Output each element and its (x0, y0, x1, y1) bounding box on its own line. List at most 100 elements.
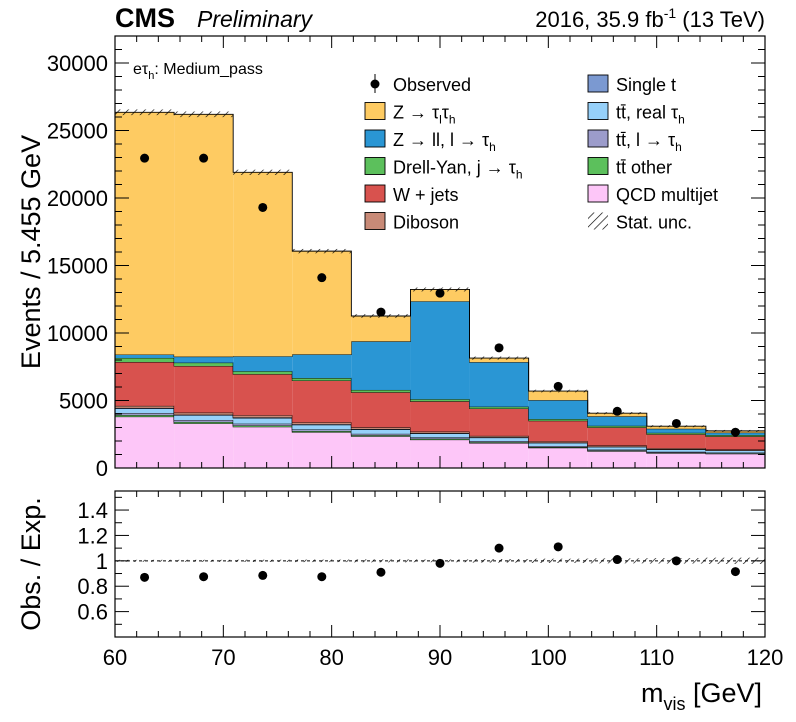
y-tick-label: 20000 (47, 186, 108, 211)
bar-tt_real-5 (410, 433, 470, 438)
ratio-point-9 (671, 556, 681, 566)
bar-wjets-2 (233, 374, 293, 416)
legend-entry-obs: Observed (370, 74, 471, 95)
ratio-unc-band-0 (115, 559, 175, 562)
x-axis-label: mvis [GeV] (641, 678, 762, 714)
legend-label: Observed (393, 75, 471, 95)
bar-wjets-4 (351, 392, 411, 428)
ratio-y-tick-label: 1.4 (77, 498, 108, 523)
bar-ztt-6 (469, 358, 529, 363)
bar-dy_jet-4 (351, 389, 411, 393)
bar-qcd-1 (174, 423, 234, 468)
ratio-point-10 (730, 567, 740, 577)
ratio-y-tick-label: 0.8 (77, 574, 108, 599)
bar-zll-4 (351, 341, 411, 390)
obs-point-9 (671, 418, 681, 428)
lumi-exponent: -1 (664, 5, 677, 21)
lumi-label: 2016, 35.9 fb-1 (13 TeV) (535, 5, 765, 32)
unc-band-0 (115, 109, 175, 116)
bar-tt_other-2 (233, 425, 293, 427)
legend-label: Single t (616, 75, 676, 95)
series-zll (115, 300, 765, 436)
bar-diboson-8 (587, 445, 647, 447)
obs-point-1 (199, 153, 209, 163)
ratio-point-6 (494, 543, 504, 553)
bar-tt_real-6 (469, 437, 529, 442)
legend-entry-single_t: Single t (587, 74, 676, 95)
legend-label: Diboson (393, 213, 459, 233)
bar-qcd-10 (705, 453, 765, 468)
bar-tt_ltau-4 (351, 433, 411, 436)
bar-ztt-7 (528, 391, 588, 401)
bar-wjets-3 (292, 380, 352, 423)
bar-zll-9 (646, 428, 706, 433)
bar-ztt-1 (174, 114, 234, 357)
x-axis-label-unit: [GeV] (685, 678, 762, 708)
bar-ztt-3 (292, 251, 352, 355)
legend-marker (370, 79, 380, 89)
observed-points (140, 153, 740, 437)
unc-band-3 (292, 248, 352, 254)
ratio-y-tick-label: 1.2 (77, 523, 108, 548)
ratio-unc-band-1 (174, 559, 234, 562)
obs-point-2 (258, 202, 268, 212)
category-sub: h (148, 70, 154, 82)
legend-entry-tt_other: tt̄ other (587, 157, 672, 178)
legend-entry-zll: Z → ll, l → τh (364, 129, 496, 154)
legend-swatch (587, 74, 609, 93)
bar-tt_ltau-6 (469, 441, 529, 443)
bar-zll-0 (115, 354, 175, 358)
bar-dy_jet-9 (646, 432, 706, 435)
ratio-points (140, 542, 740, 582)
lumi-suffix: (13 TeV) (676, 7, 765, 32)
bar-ztt-4 (351, 315, 411, 342)
bar-zll-8 (587, 416, 647, 426)
bar-zll-7 (528, 400, 588, 420)
y-tick-label: 25000 (47, 119, 108, 144)
bar-diboson-0 (115, 405, 175, 408)
bar-diboson-6 (469, 435, 529, 438)
legend-swatch-hatch (588, 212, 608, 230)
bar-ztt-0 (115, 112, 175, 355)
bar-tt_real-0 (115, 408, 175, 414)
x-tick-label: 80 (319, 645, 343, 670)
x-axis-label-sub: vis (663, 694, 685, 714)
bar-wjets-5 (410, 401, 470, 432)
legend-swatch (364, 184, 386, 203)
y-tick-label: 15000 (47, 254, 108, 279)
legend-swatch (587, 102, 609, 120)
ratio-point-1 (199, 572, 209, 582)
unc-band-2 (233, 169, 293, 176)
ratio-point-3 (317, 572, 327, 582)
bar-tt_ltau-3 (292, 429, 352, 432)
lumi-prefix: 2016, 35.9 fb (535, 7, 663, 32)
bar-wjets-9 (646, 434, 706, 449)
bar-tt_real-3 (292, 424, 352, 430)
legend-entry-qcd: QCD multijet (587, 184, 718, 205)
legend-label: Drell-Yan, j → τh (393, 158, 523, 182)
bar-dy_jet-1 (174, 362, 234, 367)
legend-label: tt̄, real τh (616, 103, 685, 127)
series-wjets (115, 361, 765, 450)
series-qcd (115, 416, 765, 468)
ratio-y-tick-label: 1 (96, 549, 108, 574)
bar-tt_other-0 (115, 415, 175, 417)
ratio-point-0 (140, 572, 150, 582)
bar-ztt-2 (233, 172, 293, 357)
legend-label: tt̄ other (616, 158, 672, 178)
bar-tt_ltau-7 (528, 446, 588, 448)
ratio-y-tick-label: 0.6 (77, 600, 108, 625)
bar-wjets-7 (528, 420, 588, 442)
bar-tt_real-10 (705, 450, 765, 453)
bar-qcd-9 (646, 453, 706, 468)
legend-swatch (587, 129, 609, 148)
bar-dy_jet-0 (115, 357, 175, 363)
bar-diboson-3 (292, 422, 352, 425)
ratio-unc-band-7 (528, 558, 588, 563)
bar-tt_ltau-2 (233, 423, 293, 426)
bar-tt_other-3 (292, 431, 352, 433)
bar-zll-1 (174, 356, 234, 363)
bar-wjets-1 (174, 366, 234, 413)
y-tick-label: 5000 (59, 389, 108, 414)
legend-entry-unc: Stat. unc. (588, 212, 692, 233)
